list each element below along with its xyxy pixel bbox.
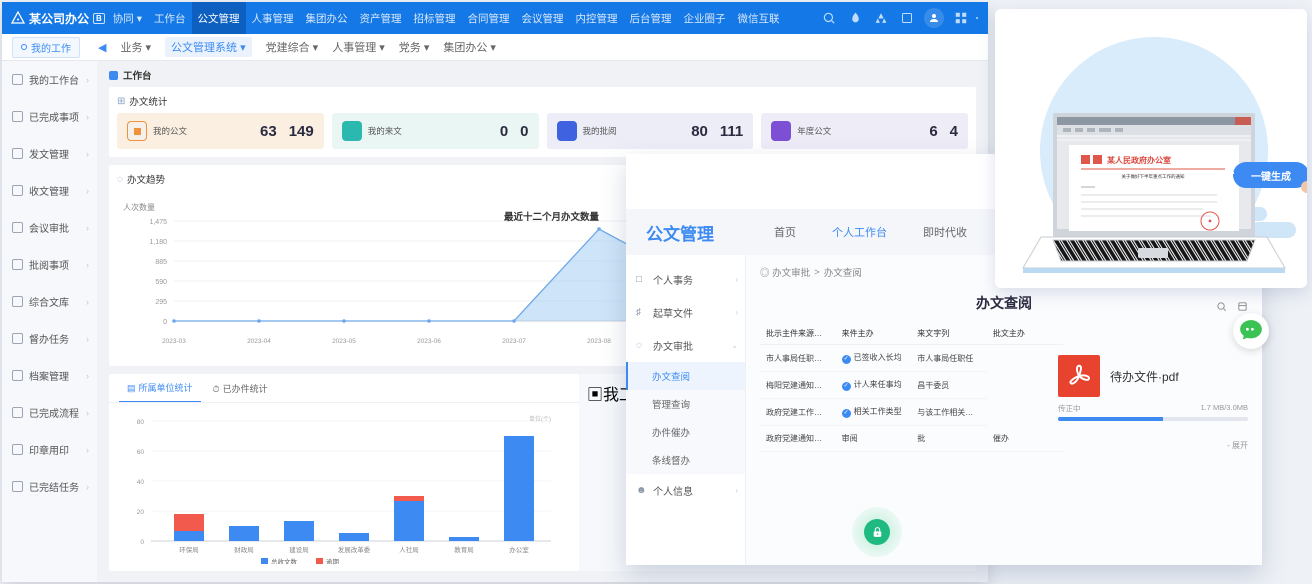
svg-text:办公室: 办公室 (509, 545, 529, 554)
svg-text:单位(个): 单位(个) (529, 415, 551, 423)
svg-text:总收文数: 总收文数 (271, 557, 298, 564)
svg-text:2023-08: 2023-08 (587, 338, 611, 345)
svg-text:教育局: 教育局 (454, 545, 474, 554)
svg-text:关于做好下半年重点工作的通知: 关于做好下半年重点工作的通知 (1122, 173, 1185, 180)
svg-text:2023-03: 2023-03 (162, 338, 186, 345)
svg-text:80: 80 (137, 419, 145, 426)
svg-text:590: 590 (155, 279, 167, 286)
svg-text:885: 885 (155, 259, 167, 266)
svg-text:发展改革委: 发展改革委 (338, 545, 371, 554)
svg-text:295: 295 (155, 299, 167, 306)
svg-text:2023-07: 2023-07 (502, 338, 526, 345)
svg-text:0: 0 (163, 319, 167, 326)
svg-text:2023-06: 2023-06 (417, 338, 441, 345)
svg-text:逾期: 逾期 (326, 557, 340, 564)
svg-text:建设局: 建设局 (289, 545, 309, 554)
svg-text:2023-05: 2023-05 (332, 338, 356, 345)
svg-text:环保局: 环保局 (179, 545, 199, 554)
svg-text:财政局: 财政局 (234, 545, 254, 554)
svg-text:1,475: 1,475 (149, 219, 167, 226)
svg-text:40: 40 (137, 479, 145, 486)
svg-text:60: 60 (137, 449, 145, 456)
svg-text:0: 0 (140, 539, 144, 546)
svg-text:某人民政府办公室: 某人民政府办公室 (1106, 155, 1171, 165)
svg-text:1,180: 1,180 (149, 239, 167, 246)
svg-text:人社局: 人社局 (399, 545, 419, 554)
svg-text:20: 20 (137, 509, 145, 516)
svg-text:2023-04: 2023-04 (247, 338, 271, 345)
